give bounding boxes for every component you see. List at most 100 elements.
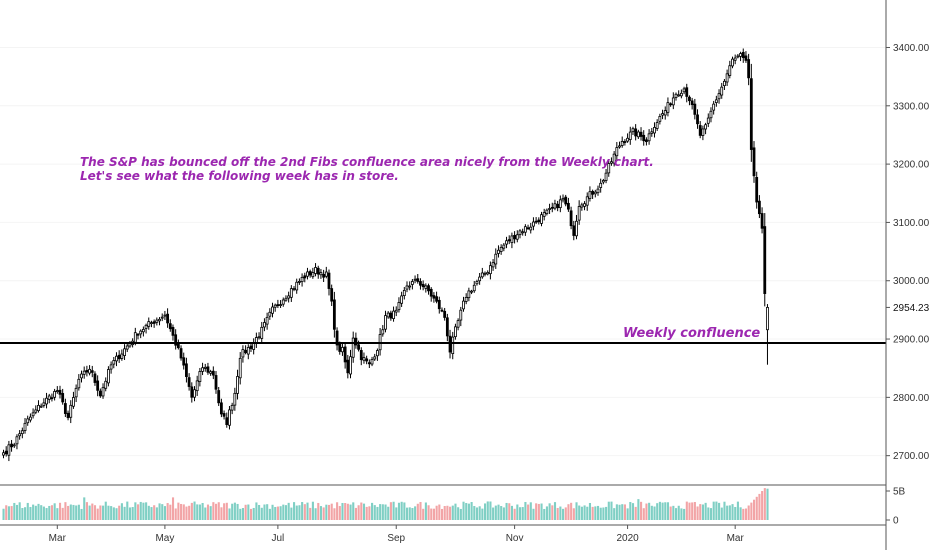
candle-body-up [714, 99, 718, 103]
candle-body-down [308, 271, 312, 276]
candle [472, 280, 476, 293]
volume-bar [734, 506, 737, 520]
candle [419, 278, 422, 290]
candle-body-up [706, 117, 710, 124]
volume-bar [193, 501, 196, 520]
candle [150, 320, 153, 328]
volume-bar [416, 503, 419, 520]
volume-bar [368, 506, 371, 520]
volume-bar [513, 508, 516, 520]
volume-bar [699, 504, 702, 520]
candle-body-up [370, 359, 374, 365]
candle [515, 230, 519, 243]
candle-body-up [386, 312, 390, 318]
candle [682, 86, 686, 95]
candle [642, 130, 646, 146]
volume-tick-label: 0 [893, 516, 899, 527]
price-tick-label: 2900.00 [893, 335, 930, 346]
volume-bar [198, 504, 201, 520]
candle [674, 92, 678, 101]
candle [217, 386, 221, 406]
candle [631, 126, 635, 136]
candle-body-down [338, 343, 342, 352]
volume-bar [478, 506, 481, 520]
volume-bar [145, 502, 148, 520]
candle-body-up [709, 110, 713, 119]
candle-body-up [402, 289, 406, 297]
volume-bar [623, 504, 626, 520]
candle [749, 63, 753, 162]
candle-body-up [679, 92, 683, 97]
volume-bar [266, 504, 269, 520]
candle-body-down [176, 343, 180, 349]
candle-body-up [141, 329, 145, 333]
candle [268, 308, 272, 320]
volume-bar [306, 502, 309, 520]
volume-bar [180, 503, 183, 520]
volume-bar [379, 504, 382, 520]
candle-body-up [650, 131, 654, 134]
candle [53, 388, 57, 401]
candle-body-up [480, 272, 484, 278]
candle-body-up [279, 304, 282, 306]
volume-bar [467, 503, 470, 520]
candle [166, 308, 169, 328]
candle [306, 267, 309, 280]
candle-body-up [246, 347, 250, 355]
volume-bar [204, 507, 207, 520]
volume-bar [618, 504, 621, 520]
candle [486, 270, 490, 276]
candle-body-up [109, 364, 113, 370]
volume-bar [42, 506, 45, 520]
volume-bar [327, 504, 331, 520]
candle-body-up [475, 281, 479, 285]
volume-bar [373, 505, 376, 520]
candle-body-up [257, 336, 261, 339]
candle-body-up [147, 321, 151, 327]
candle [696, 109, 699, 129]
price-tick-label: 3300.00 [893, 101, 930, 112]
price-tick-label: 3200.00 [893, 160, 930, 171]
volume-bar [247, 504, 250, 520]
volume-bar [457, 507, 460, 520]
volume-bar [403, 502, 406, 520]
candle [712, 100, 716, 115]
candle-body-down [634, 128, 638, 137]
volume-bar [723, 501, 726, 520]
candle-body-down [217, 390, 221, 404]
candle [136, 332, 140, 340]
volume-bar [118, 505, 121, 520]
volume-bar [293, 502, 296, 520]
volume-bar [104, 501, 107, 520]
candle-body-up [502, 244, 506, 249]
candle-body-down [332, 299, 336, 330]
volume-bar [236, 503, 239, 520]
candle [413, 275, 417, 284]
volume-bar [602, 507, 605, 520]
candle-body-up [381, 329, 385, 335]
candle [12, 442, 16, 448]
candle [297, 278, 301, 285]
volume-bar [295, 505, 298, 520]
candle-body-up [510, 235, 514, 244]
candle-body-down [526, 227, 530, 230]
candle-body-up [15, 436, 19, 445]
candle [620, 136, 624, 148]
volume-bar [424, 502, 427, 520]
volume-bar [317, 502, 320, 520]
candle-body-up [88, 368, 91, 374]
candle-body-up [561, 197, 565, 201]
candle [343, 343, 347, 369]
volume-bar [120, 503, 123, 520]
volume-bar [357, 505, 360, 520]
candle-body-down [698, 125, 702, 136]
candle [421, 280, 425, 291]
candle [276, 299, 280, 309]
candle-body-down [136, 333, 140, 336]
candle-body-up [577, 206, 581, 221]
candle [497, 245, 500, 258]
volume-bar [666, 502, 670, 520]
candle [615, 142, 619, 161]
